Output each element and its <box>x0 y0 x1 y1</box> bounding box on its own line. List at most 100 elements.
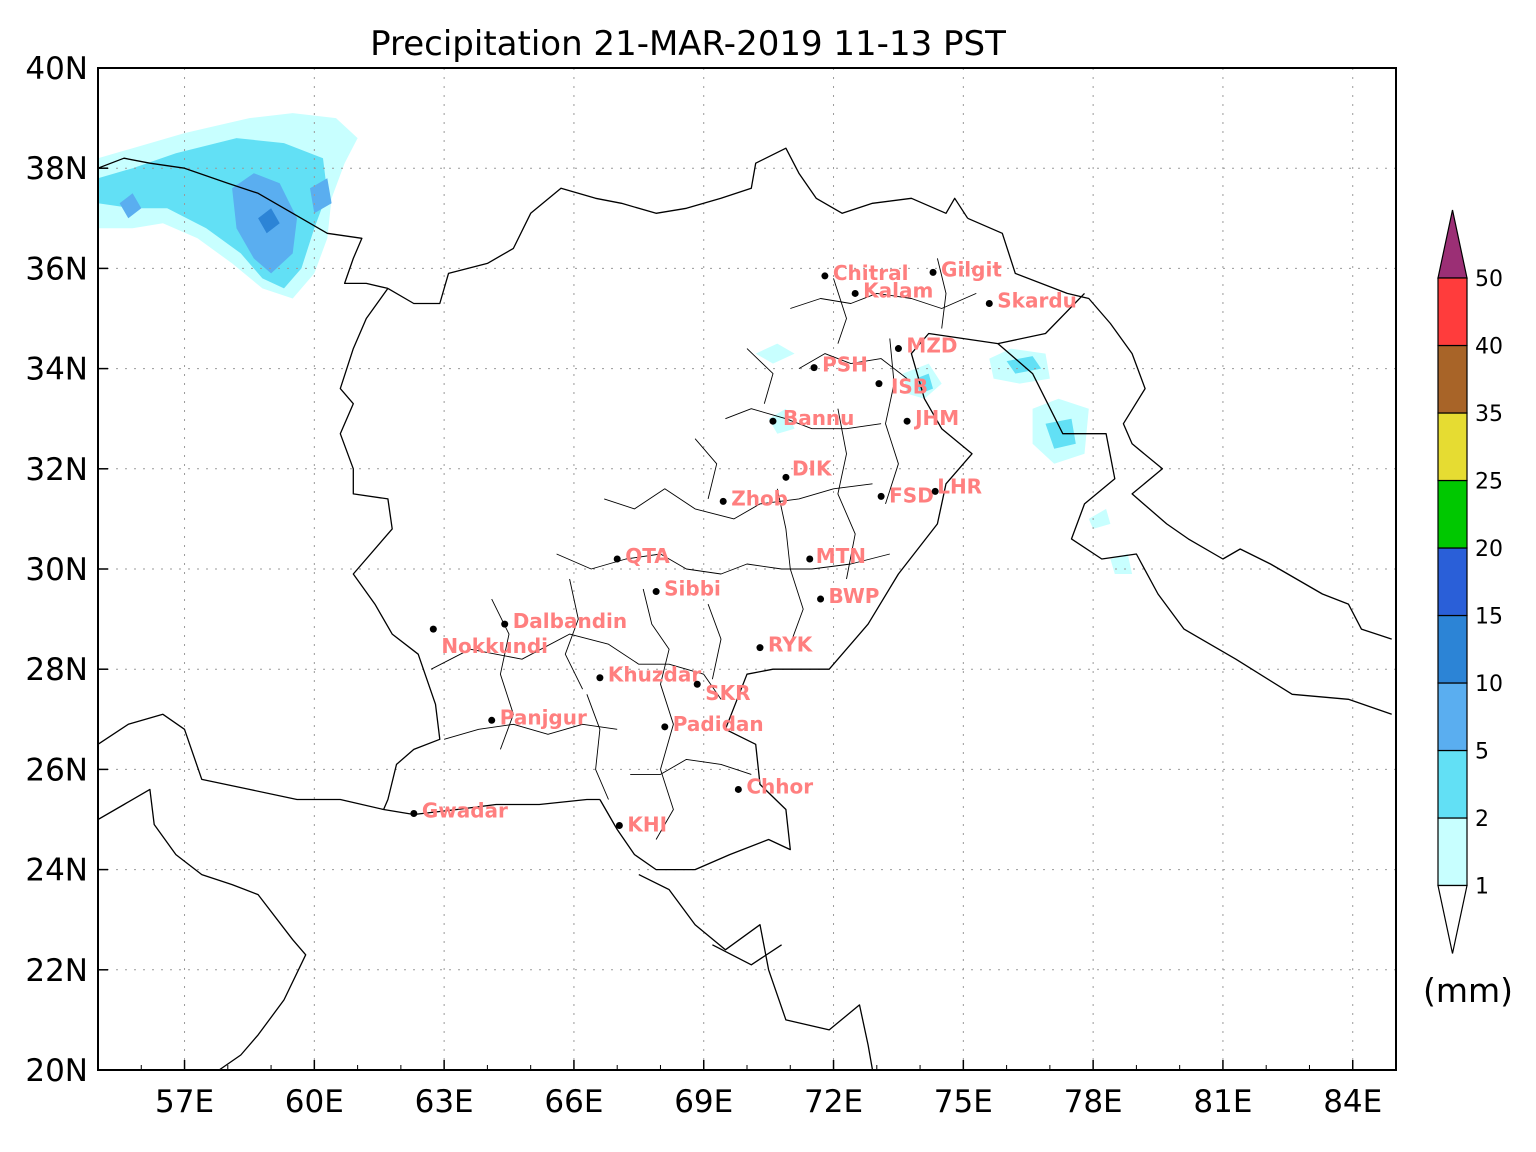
colorbar-level-label: 1 <box>1475 875 1489 900</box>
colorbar-segment <box>1437 682 1468 752</box>
city-label: Gwadar <box>422 798 508 822</box>
colorbar-segment <box>1437 614 1468 684</box>
lat-tick-label: 40N <box>25 51 88 87</box>
colorbar-unit-label: (mm) <box>1423 971 1513 1010</box>
city-dot <box>501 620 509 628</box>
colorbar-level-label: 50 <box>1475 267 1503 292</box>
city-label: Bannu <box>783 406 854 430</box>
city-dot <box>782 473 790 481</box>
colorbar-level-label: 20 <box>1475 537 1503 562</box>
colorbar-level-label: 5 <box>1475 740 1489 765</box>
city-dot <box>806 555 814 563</box>
rain-area-3 <box>310 178 332 214</box>
district-border-1 <box>556 553 890 575</box>
city-label: Khuzdar <box>608 663 701 687</box>
lon-tick-label: 66E <box>544 1084 603 1120</box>
city-dot <box>810 364 818 372</box>
city-label: Chhor <box>746 774 813 798</box>
city-label: Dalbandin <box>513 609 627 633</box>
city-label: Chitral <box>833 261 909 285</box>
country-border-8 <box>712 944 782 966</box>
country-border-1 <box>339 288 441 810</box>
city-label: DIK <box>792 456 833 480</box>
colorbar-level-label: 15 <box>1475 605 1503 630</box>
city-dot <box>693 680 701 688</box>
city-dot <box>903 417 911 425</box>
lat-tick-label: 20N <box>25 1053 88 1089</box>
district-border-0 <box>430 633 722 700</box>
district-border-16 <box>694 438 718 500</box>
lat-tick-label: 36N <box>25 251 88 287</box>
country-border-7 <box>638 874 874 1070</box>
colorbar-over-arrow <box>1437 209 1468 279</box>
rain-area-4 <box>119 193 142 219</box>
country-border-2 <box>387 147 969 305</box>
district-border-8 <box>586 694 609 800</box>
city-label: QTA <box>625 544 670 568</box>
district-border-15 <box>564 578 584 690</box>
district-border-19 <box>936 258 947 329</box>
city-dot <box>410 809 418 817</box>
city-dot <box>615 822 623 830</box>
lon-tick-label: 72E <box>804 1084 863 1120</box>
country-border-0 <box>98 157 389 290</box>
city-dot <box>929 268 937 276</box>
district-border-18 <box>833 278 847 344</box>
city-dot <box>596 674 604 682</box>
colorbar-segment <box>1437 817 1468 887</box>
colorbar-segment <box>1437 277 1468 347</box>
district-border-9 <box>642 588 674 840</box>
city-label: Padidan <box>673 712 764 736</box>
colorbar-level-label: 2 <box>1475 807 1489 832</box>
city-label: SKR <box>705 681 750 705</box>
city-markers: Chitral Gilgit Kalam Skardu MZD PSH ISB Bannu JH… <box>410 257 1077 837</box>
city-dot <box>817 595 825 603</box>
rain-area-9 <box>1045 418 1076 449</box>
precipitation-layer <box>98 113 1133 574</box>
grid-lines <box>98 68 1396 1070</box>
city-dot <box>488 716 496 724</box>
country-border-3 <box>967 217 1392 640</box>
city-dot <box>985 299 993 307</box>
district-border-6 <box>443 723 618 740</box>
colorbar-level-label: 40 <box>1475 335 1503 360</box>
city-label: Zhob <box>731 486 788 510</box>
city-label: Nokkundi <box>441 634 548 658</box>
lat-tick-label: 38N <box>25 151 88 187</box>
city-label: MTN <box>816 544 866 568</box>
colorbar-level-label: 25 <box>1475 470 1503 495</box>
city-label: Gilgit <box>941 257 1002 281</box>
lon-tick-label: 75E <box>934 1084 993 1120</box>
lat-tick-label: 34N <box>25 352 88 388</box>
rain-area-14 <box>1088 508 1111 529</box>
colorbar-segment <box>1437 412 1468 482</box>
city-label: PSH <box>822 353 868 377</box>
lon-tick-label: 60E <box>285 1084 344 1120</box>
city-dot <box>821 272 829 280</box>
city-label: JHM <box>913 406 959 430</box>
rain-area-12 <box>755 343 795 364</box>
lat-tick-label: 26N <box>25 752 88 788</box>
colorbar-segment <box>1437 749 1468 819</box>
city-label: Kalam <box>863 278 933 302</box>
colorbar-level-label: 35 <box>1475 402 1503 427</box>
rain-area-11 <box>915 373 933 394</box>
axis-ticks: 57E 60E 63E 66E 69E 72E 75E 78E 81E 84E 20N 22N 24N 2… <box>25 51 1397 1120</box>
district-border-3 <box>725 408 882 430</box>
map-title: Precipitation 21-MAR-2019 11-13 PST <box>370 24 1006 64</box>
city-dot <box>734 785 742 793</box>
country-border-6 <box>599 292 1085 871</box>
colorbar-segment <box>1437 479 1468 549</box>
district-border-12 <box>837 408 856 580</box>
district-border-4 <box>798 353 908 379</box>
city-label: ISB <box>891 375 928 399</box>
city-label: LHR <box>937 474 982 498</box>
city-dot <box>877 492 885 500</box>
rain-area-5 <box>258 208 280 234</box>
lon-tick-label: 78E <box>1064 1084 1123 1120</box>
city-label: FSD <box>889 483 934 507</box>
district-border-11 <box>776 488 804 645</box>
city-dot <box>769 417 777 425</box>
district-border-2 <box>604 483 873 520</box>
city-dot <box>661 723 669 731</box>
